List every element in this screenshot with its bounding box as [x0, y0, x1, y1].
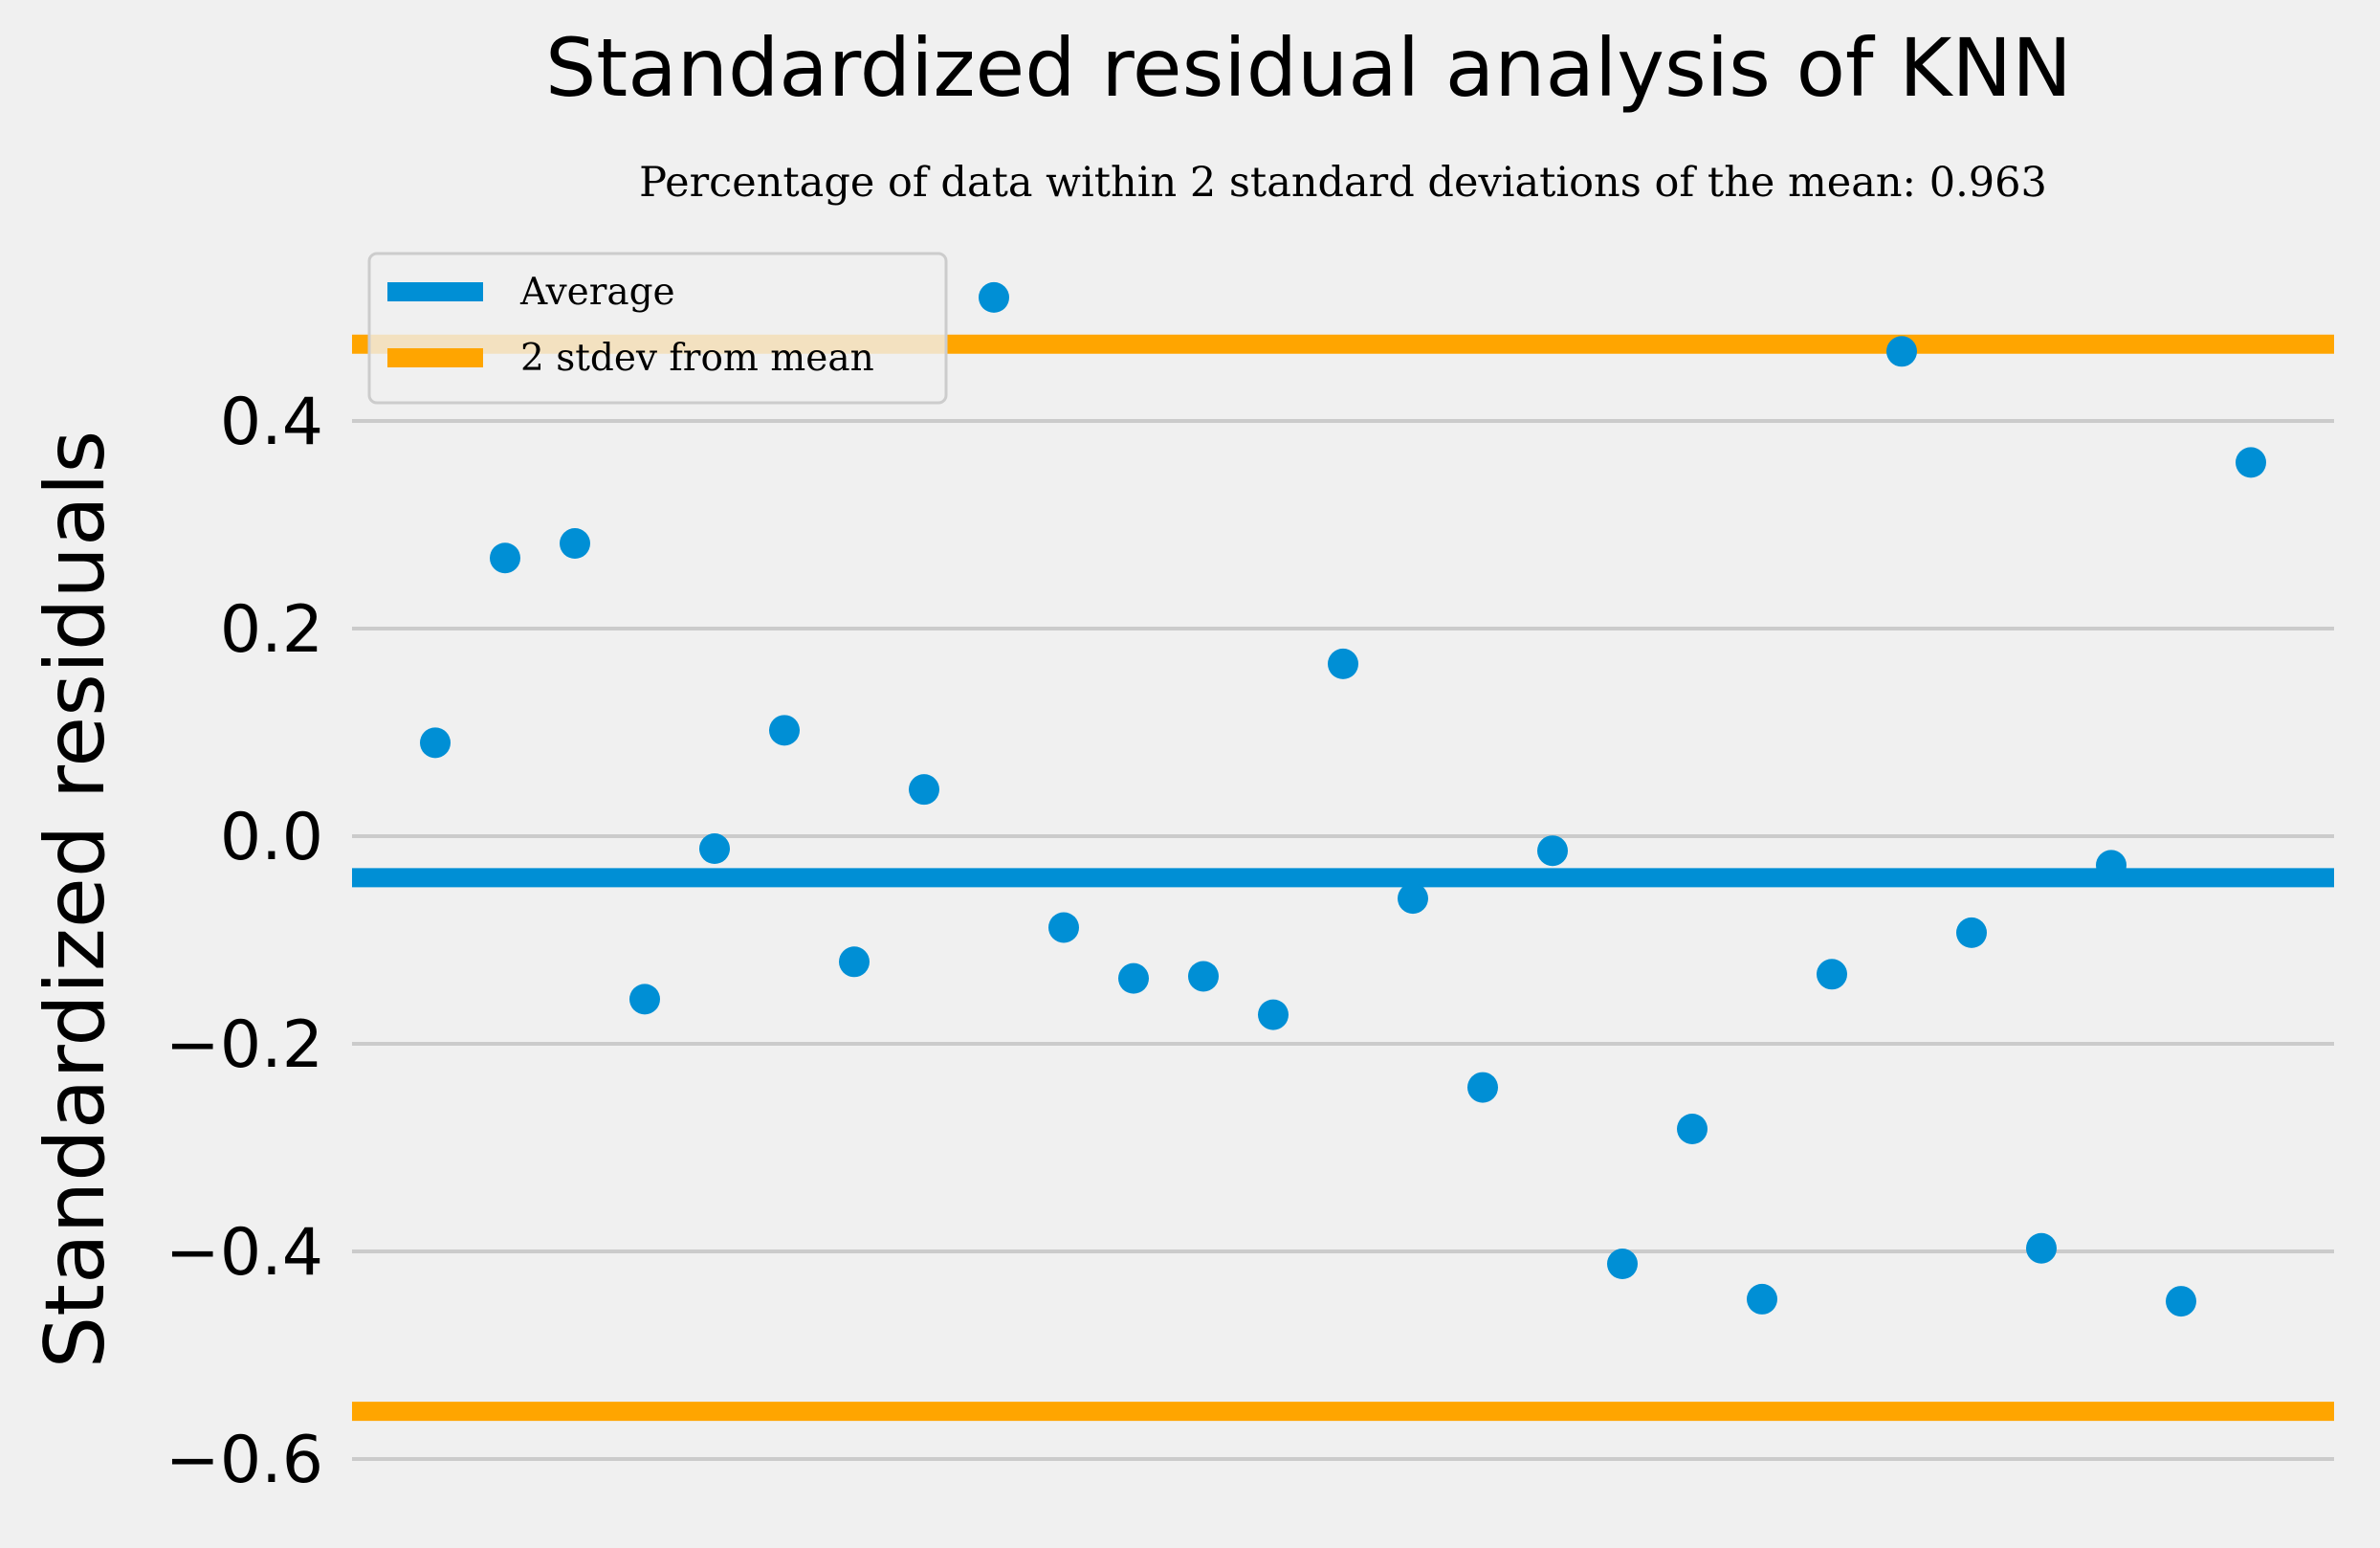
residual-point	[1537, 835, 1568, 867]
residual-point	[839, 946, 870, 978]
residual-point	[1817, 959, 1847, 990]
grid-lines	[352, 419, 2334, 1461]
residual-point	[629, 984, 660, 1015]
legend-box	[367, 252, 948, 405]
residual-point	[2236, 447, 2266, 478]
residual-point	[490, 542, 520, 574]
residual-point	[1188, 961, 1219, 992]
residual-point	[2096, 850, 2127, 881]
residual-point	[1467, 1072, 1498, 1103]
y-axis-label: Standardized residuals	[28, 431, 123, 1369]
residual-point	[1886, 336, 1917, 367]
chart-title: Standardized residual analysis of KNN	[545, 21, 2072, 115]
y-tick-label: −0.6	[165, 1423, 323, 1498]
y-tick-label: −0.4	[165, 1215, 323, 1291]
legend: Average 2 stdev from mean	[367, 252, 948, 405]
residual-point	[1677, 1113, 1708, 1144]
y-tick-label: 0.0	[220, 800, 323, 875]
residual-point	[699, 833, 730, 865]
residual-points	[420, 281, 2266, 1317]
y-tick-labels: 0.4 0.2 0.0 −0.2 −0.4 −0.6	[165, 385, 323, 1498]
residual-point	[2166, 1286, 2196, 1317]
residual-point	[979, 281, 1009, 313]
residual-point	[420, 727, 451, 759]
residual-point	[2026, 1232, 2057, 1264]
residual-point	[1398, 883, 1428, 915]
y-tick-label: −0.2	[165, 1007, 323, 1083]
residual-point	[1607, 1249, 1638, 1280]
residual-point	[1747, 1283, 1777, 1315]
residual-point	[1258, 999, 1289, 1030]
residual-point	[1048, 912, 1079, 943]
residual-point	[1118, 962, 1149, 994]
y-tick-label: 0.2	[220, 592, 323, 668]
residual-point	[769, 715, 800, 746]
residual-point	[909, 774, 939, 806]
legend-stdev-label: 2 stdev from mean	[520, 337, 874, 380]
y-tick-label: 0.4	[220, 385, 323, 460]
residual-point	[1956, 917, 1987, 948]
legend-average-label: Average	[519, 271, 675, 314]
chart-subtitle: Percentage of data within 2 standard dev…	[639, 159, 2047, 207]
residual-point	[1328, 648, 1358, 679]
residual-point	[560, 528, 590, 560]
